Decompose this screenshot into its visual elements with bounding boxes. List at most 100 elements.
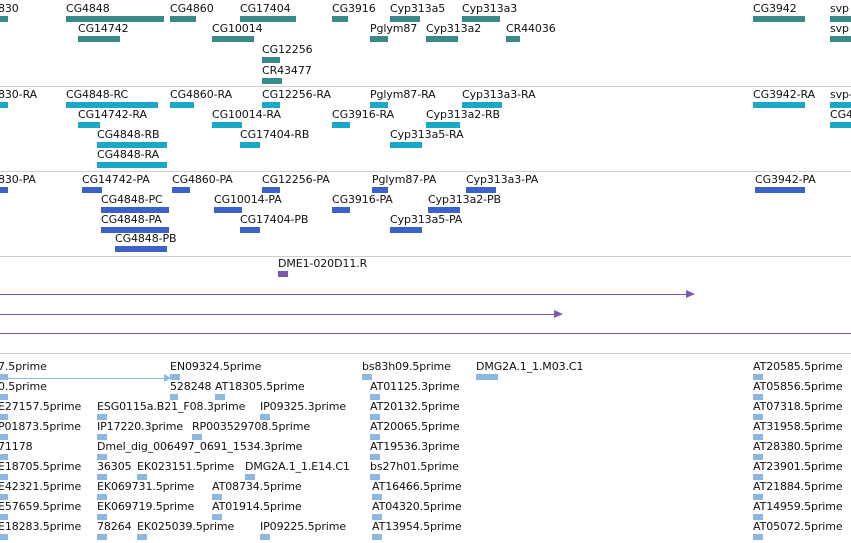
transcript-glyph[interactable] (212, 122, 242, 128)
gene-glyph[interactable] (332, 16, 348, 22)
est-glyph[interactable] (0, 394, 8, 400)
protein-label[interactable]: CG4848-PB (115, 232, 177, 245)
protein-glyph[interactable] (0, 187, 8, 193)
gene-glyph[interactable] (830, 16, 851, 22)
gene-glyph[interactable] (212, 36, 254, 42)
est-label[interactable]: P01873.5prime (0, 420, 81, 433)
transcript-glyph[interactable] (240, 142, 260, 148)
est-glyph[interactable] (137, 474, 147, 480)
est-label[interactable]: E42321.5prime (0, 480, 82, 493)
est-glyph[interactable] (97, 534, 107, 540)
est-glyph[interactable] (370, 454, 380, 460)
gene-label[interactable]: 830 (0, 2, 19, 15)
est-glyph[interactable] (0, 434, 8, 440)
transcript-glyph[interactable] (170, 102, 194, 108)
est-label[interactable]: ESG0115a.B21_F08.3prime (97, 400, 246, 413)
gene-label[interactable]: CG3942 (753, 2, 797, 15)
est-glyph[interactable] (97, 494, 107, 500)
protein-glyph[interactable] (214, 207, 242, 213)
protein-glyph[interactable] (115, 246, 167, 252)
gene-label[interactable]: CG4848 (66, 2, 110, 15)
est-glyph[interactable] (170, 374, 180, 380)
clone-line[interactable] (0, 314, 556, 315)
est-glyph[interactable] (753, 414, 763, 420)
gene-glyph[interactable] (390, 16, 420, 22)
protein-label[interactable]: CG4848-PC (101, 193, 163, 206)
transcript-glyph[interactable] (462, 102, 502, 108)
protein-label[interactable]: Pglym87-PA (372, 173, 437, 186)
transcript-glyph[interactable] (66, 102, 158, 108)
protein-label[interactable]: CG10014-PA (214, 193, 282, 206)
est-glyph[interactable] (0, 454, 8, 460)
est-label[interactable]: EN09324.5prime (170, 360, 262, 373)
protein-glyph[interactable] (262, 187, 280, 193)
gene-glyph[interactable] (66, 16, 164, 22)
est-glyph[interactable] (212, 514, 222, 520)
transcript-glyph[interactable] (370, 102, 388, 108)
protein-label[interactable]: Cyp313a2-PB (428, 193, 501, 206)
est-label[interactable]: AT23901.5prime (753, 460, 843, 473)
est-label[interactable]: AT20132.5prime (370, 400, 460, 413)
gene-glyph[interactable] (462, 16, 500, 22)
est-label[interactable]: 528248 (170, 380, 212, 393)
protein-glyph[interactable] (82, 187, 102, 193)
est-label[interactable]: AT14959.5prime (753, 500, 843, 513)
est-label[interactable]: EK023151.5prime (137, 460, 235, 473)
est-label[interactable]: AT04320.5prime (372, 500, 462, 513)
transcript-glyph[interactable] (830, 122, 851, 128)
est-label[interactable]: AT18305.5prime (215, 380, 305, 393)
est-label[interactable]: IP09225.5prime (260, 520, 347, 533)
protein-glyph[interactable] (240, 227, 260, 233)
est-label[interactable]: DMG2A.1_1.M03.C1 (476, 360, 584, 373)
gene-label[interactable]: CG12256 (262, 43, 313, 56)
clone-line[interactable] (0, 333, 851, 334)
gene-glyph[interactable] (262, 57, 280, 63)
est-glyph[interactable] (0, 474, 8, 480)
protein-glyph[interactable] (390, 227, 422, 233)
est-label[interactable]: IP09325.3prime (260, 400, 347, 413)
transcript-label[interactable]: Pglym87-RA (370, 88, 436, 101)
transcript-label[interactable]: CG3916-RA (332, 108, 394, 121)
gene-label[interactable]: Cyp313a5 (390, 2, 446, 15)
gene-glyph[interactable] (78, 36, 120, 42)
est-glyph[interactable] (753, 454, 763, 460)
est-label[interactable]: 78264 (97, 520, 132, 533)
est-label[interactable]: RP003529708.5prime (192, 420, 311, 433)
est-glyph[interactable] (0, 494, 8, 500)
transcript-label[interactable]: CG17404-RB (240, 128, 310, 141)
gene-label[interactable]: CR44036 (506, 22, 556, 35)
gene-glyph[interactable] (370, 36, 388, 42)
est-label[interactable]: DMG2A.1_1.E14.C1 (245, 460, 350, 473)
est-glyph[interactable] (0, 514, 8, 520)
gene-label[interactable]: CG14742 (78, 22, 129, 35)
gene-label[interactable]: svp (830, 22, 849, 35)
est-glyph[interactable] (0, 378, 168, 379)
est-glyph[interactable] (97, 434, 107, 440)
est-label[interactable]: AT05072.5prime (753, 520, 843, 533)
est-label[interactable]: AT19536.3prime (370, 440, 460, 453)
transcript-label[interactable]: CG3942-RA (753, 88, 815, 101)
est-glyph[interactable] (0, 534, 8, 540)
est-label[interactable]: AT08734.5prime (212, 480, 302, 493)
est-glyph[interactable] (370, 394, 380, 400)
protein-glyph[interactable] (101, 227, 169, 233)
est-label[interactable]: AT28380.5prime (753, 440, 843, 453)
transcript-label[interactable]: 830-RA (0, 88, 38, 101)
gene-label[interactable]: svp (830, 2, 849, 15)
clone-glyph[interactable] (278, 271, 288, 277)
est-label[interactable]: IP17220.3prime (97, 420, 184, 433)
gene-glyph[interactable] (0, 16, 8, 22)
transcript-label[interactable]: CG10014-RA (212, 108, 281, 121)
transcript-label[interactable]: CG4 (830, 108, 851, 121)
est-label[interactable]: E18283.5prime (0, 520, 82, 533)
est-label[interactable]: EK069719.5prime (97, 500, 195, 513)
est-glyph[interactable] (753, 434, 763, 440)
gene-glyph[interactable] (830, 36, 851, 42)
est-label[interactable]: 36305 (97, 460, 132, 473)
gene-label[interactable]: Pglym87 (370, 22, 418, 35)
est-label[interactable]: bs27h01.5prime (370, 460, 459, 473)
est-label[interactable]: AT31958.5prime (753, 420, 843, 433)
transcript-glyph[interactable] (0, 102, 8, 108)
transcript-label[interactable]: Cyp313a2-RB (426, 108, 500, 121)
gene-glyph[interactable] (240, 16, 296, 22)
